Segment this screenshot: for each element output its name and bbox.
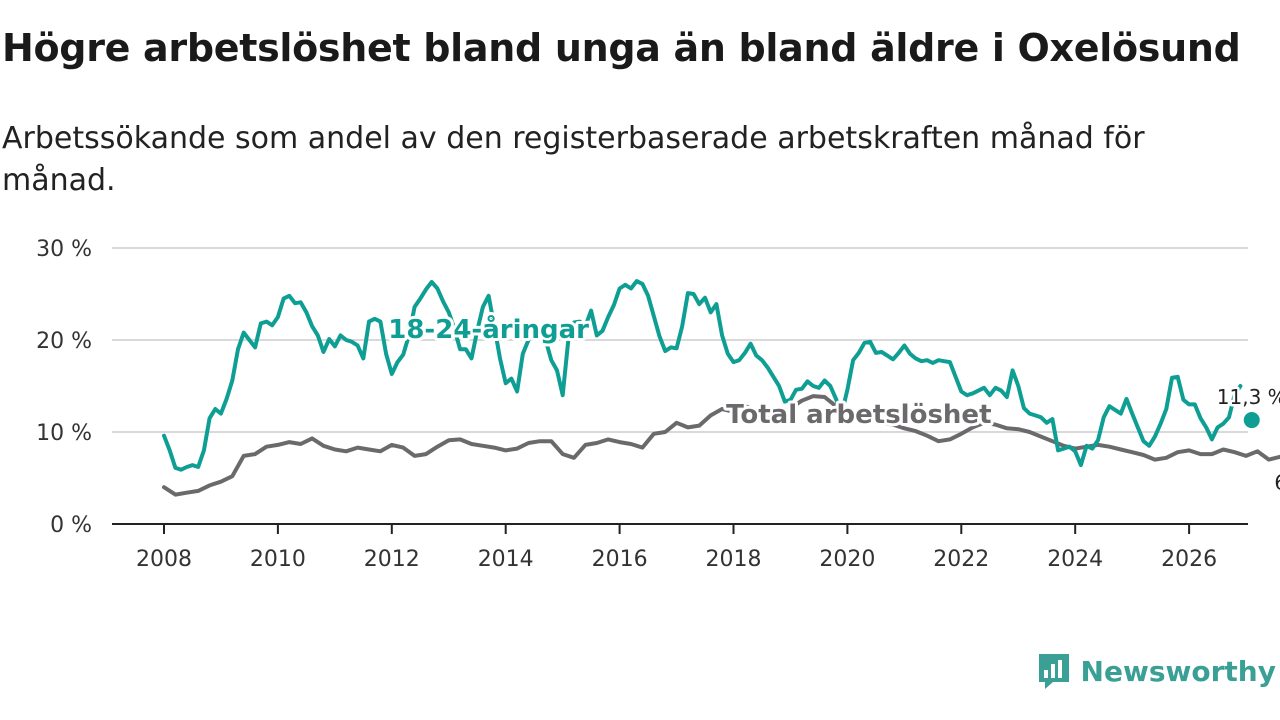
x-tick-label: 2012 <box>364 547 420 572</box>
series-line-total <box>162 394 1280 497</box>
end-label-total: 6,8 % <box>1274 470 1280 494</box>
bar-chart-speech-icon <box>1038 654 1069 689</box>
x-tick-label: 2018 <box>706 547 762 572</box>
x-tick-label: 2016 <box>592 547 648 572</box>
x-tick-label: 2022 <box>933 547 989 572</box>
y-tick-label: 20 % <box>36 329 92 354</box>
end-label-young: 11,3 % <box>1217 385 1280 409</box>
x-tick-label: 2014 <box>478 547 534 572</box>
x-axis: 2008 2010 2012 2014 2016 2018 2020 2022 2024 2026 <box>112 523 1248 572</box>
y-axis-ticks: 0 % 10 % 20 % 30 % <box>36 237 92 538</box>
series-labels: 18-24-åringar Total arbetslöshet 11,3 % 6,8… <box>385 310 1280 497</box>
chart-title: Högre arbetslöshet bland unga än bland ä… <box>2 26 1241 70</box>
x-tick-label: 2010 <box>250 547 306 572</box>
series-line-young <box>162 279 1243 472</box>
series-lines <box>162 279 1280 497</box>
x-tick-label: 2008 <box>136 547 192 572</box>
x-tick-label: 2026 <box>1161 547 1217 572</box>
chart-subtitle: Arbetssökande som andel av den registerb… <box>2 121 1145 198</box>
brand-name: Newsworthy <box>1080 654 1276 688</box>
series-label-young: 18-24-åringar <box>388 313 589 345</box>
y-tick-label: 10 % <box>36 421 92 446</box>
line-chart: 0 % 10 % 20 % 30 % 2008 2010 2012 2014 2016 2018… <box>36 237 1280 572</box>
y-tick-label: 0 % <box>50 513 92 538</box>
x-tick-label: 2020 <box>819 547 875 572</box>
x-tick-label: 2024 <box>1047 547 1103 572</box>
newsworthy-brand[interactable]: Newsworthy <box>1037 652 1276 690</box>
y-tick-label: 30 % <box>36 237 92 262</box>
end-point-young <box>1243 412 1260 429</box>
series-label-total: Total arbetslöshet <box>726 400 991 430</box>
